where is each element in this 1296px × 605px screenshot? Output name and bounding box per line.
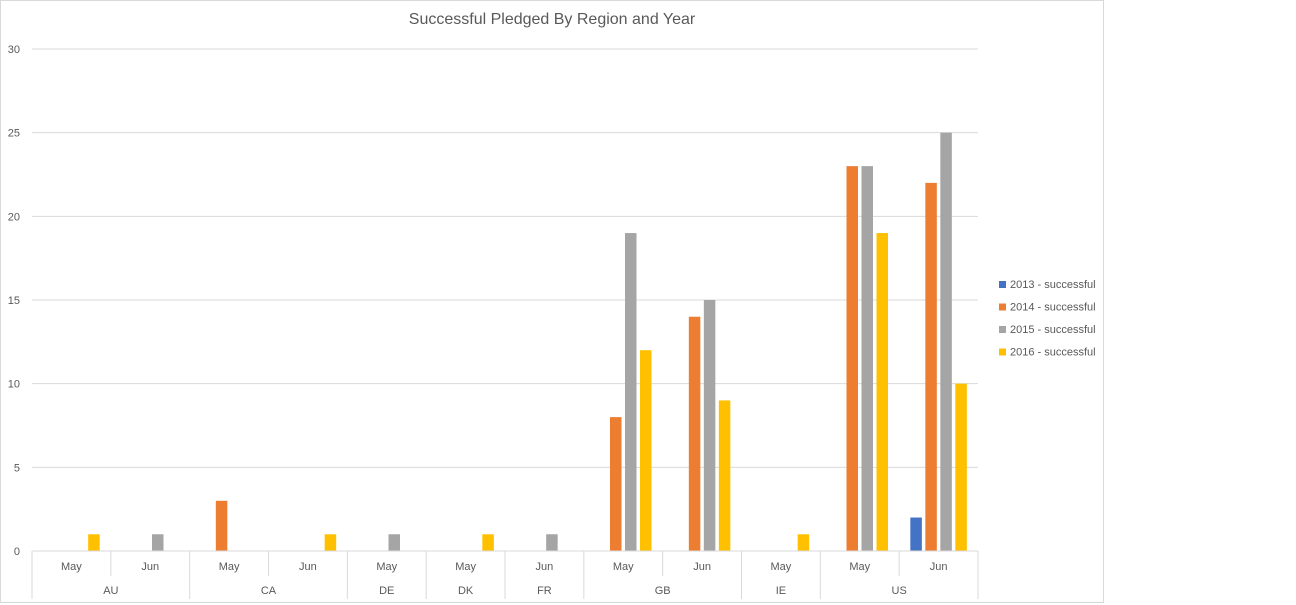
y-tick-label: 0 <box>14 546 20 558</box>
bar <box>797 534 810 551</box>
chart-title: Successful Pledged By Region and Year <box>408 11 696 28</box>
chart-svg: May Jun AU May Jun CA May DE May DK Jun FR May Jun GB M… <box>8 44 1096 599</box>
region-label: IE <box>776 585 786 597</box>
x-tick-label: May <box>61 561 82 573</box>
gridlines <box>32 48 978 468</box>
bar <box>861 166 873 551</box>
legend-label: 2015 - successful <box>1010 324 1096 336</box>
bars <box>88 132 967 552</box>
y-tick-label: 25 <box>8 128 20 140</box>
legend-label: 2013 - successful <box>1010 279 1096 291</box>
region-label: CA <box>261 585 277 597</box>
legend-label: 2016 - successful <box>1010 347 1096 359</box>
bar <box>152 534 164 551</box>
legend-swatch <box>999 281 1006 288</box>
bar <box>940 132 952 551</box>
bar <box>215 500 228 551</box>
bar <box>688 316 701 551</box>
legend: 2013 - successful 2014 - successful 2015 -… <box>999 279 1096 359</box>
bar <box>718 400 731 551</box>
x-tick-label: May <box>376 561 397 573</box>
region-label: DK <box>458 585 474 597</box>
bar <box>925 182 937 551</box>
x-tick-label: May <box>613 561 634 573</box>
chart-frame <box>0 0 1104 603</box>
y-axis: 0 5 10 15 20 25 30 <box>8 44 20 558</box>
y-tick-label: 15 <box>8 295 20 307</box>
region-label: DE <box>379 585 394 597</box>
y-tick-label: 20 <box>8 211 20 223</box>
x-tick-label: May <box>771 561 792 573</box>
legend-swatch <box>999 348 1006 356</box>
legend-label: 2014 - successful <box>1010 302 1096 314</box>
x-tick-label: Jun <box>693 561 711 573</box>
region-label: US <box>892 585 907 597</box>
bar <box>388 534 400 551</box>
region-label: AU <box>103 585 118 597</box>
x-tick-label: Jun <box>141 561 159 573</box>
y-tick-label: 30 <box>8 44 20 56</box>
x-axis: May Jun AU May Jun CA May DE May DK Jun FR May Jun GB M… <box>31 550 979 599</box>
bar <box>640 350 652 551</box>
bar <box>846 166 858 551</box>
bar <box>703 300 716 551</box>
y-tick-label: 5 <box>14 462 20 474</box>
x-tick-label: May <box>219 561 240 573</box>
x-tick-label: Jun <box>930 561 948 573</box>
bar <box>955 383 967 551</box>
x-tick-label: Jun <box>536 561 554 573</box>
bar <box>610 417 622 551</box>
x-tick-label: May <box>849 561 870 573</box>
bar <box>876 233 888 552</box>
legend-swatch <box>999 303 1006 311</box>
region-label: FR <box>537 585 552 597</box>
y-tick-label: 10 <box>8 379 20 391</box>
bar <box>324 534 337 551</box>
x-tick-label: Jun <box>299 561 317 573</box>
bar <box>625 233 637 552</box>
legend-swatch <box>999 326 1006 333</box>
bar <box>482 534 494 551</box>
bar <box>546 534 558 551</box>
region-label: GB <box>655 585 671 597</box>
bar <box>910 517 922 551</box>
x-tick-label: May <box>455 561 476 573</box>
bar <box>88 534 100 551</box>
